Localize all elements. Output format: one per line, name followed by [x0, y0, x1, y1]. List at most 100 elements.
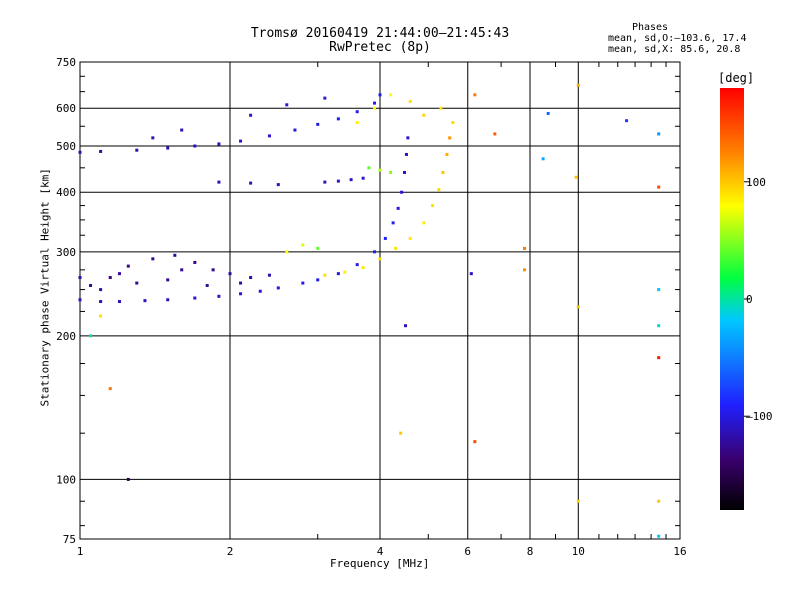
data-point [408, 99, 412, 103]
data-point [657, 324, 661, 328]
data-point [657, 132, 661, 136]
data-point [316, 246, 320, 250]
data-point [249, 181, 253, 185]
data-point [378, 168, 382, 172]
data-point [151, 257, 155, 261]
data-point [249, 276, 253, 280]
colorbar [720, 88, 744, 510]
data-point [151, 136, 155, 140]
data-point [258, 289, 262, 293]
data-point [657, 499, 661, 503]
data-point [211, 268, 215, 272]
data-point [267, 134, 271, 138]
y-tick-label: 400 [56, 186, 76, 199]
data-point [89, 334, 93, 338]
data-point [408, 236, 412, 240]
data-point [373, 250, 377, 254]
data-point [576, 499, 580, 503]
data-point [316, 278, 320, 282]
data-point [285, 103, 289, 107]
colorbar-label: [deg] [718, 71, 754, 85]
data-point [541, 157, 545, 161]
data-point [431, 204, 435, 208]
data-point [657, 534, 661, 538]
phases-heading: Phases [631, 22, 669, 33]
data-point [451, 121, 455, 125]
data-point [394, 246, 398, 250]
data-point [378, 257, 382, 261]
data-point [126, 477, 130, 481]
data-point [301, 243, 305, 247]
data-point [403, 324, 407, 328]
data-point [180, 268, 184, 272]
data-point [249, 113, 253, 117]
y-tick-label: 600 [56, 102, 76, 115]
data-point [108, 276, 112, 280]
data-point [276, 286, 280, 290]
data-point [166, 298, 170, 302]
data-point [193, 144, 197, 148]
data-point [293, 128, 297, 132]
data-point [391, 221, 395, 225]
data-point [276, 183, 280, 187]
data-point [389, 93, 393, 97]
data-point [117, 272, 121, 276]
data-point [546, 111, 550, 115]
data-point [389, 170, 393, 174]
data-point [193, 296, 197, 300]
data-point [473, 440, 477, 444]
data-point [445, 152, 449, 156]
x-tick-label: 16 [673, 545, 686, 558]
series-o-trace-spread [78, 253, 271, 292]
data-point [343, 270, 347, 274]
data-point [422, 113, 426, 117]
data-point [523, 246, 527, 250]
colorbar-tick-label: 100 [746, 176, 766, 189]
data-point [228, 272, 232, 276]
x-axis-label: Frequency [MHz] [330, 557, 430, 570]
data-point [473, 93, 477, 97]
data-point [99, 149, 103, 153]
data-point [323, 96, 327, 100]
data-point [355, 110, 359, 114]
data-point [399, 431, 403, 435]
data-point [373, 106, 377, 110]
data-point [355, 121, 359, 125]
chart-subtitle: RwPretec (8p) [329, 40, 431, 55]
x-tick-label: 2 [227, 545, 234, 558]
data-point [239, 139, 243, 143]
data-point [180, 128, 184, 132]
series-o-trace-middle [217, 176, 365, 187]
data-point [448, 136, 452, 140]
data-point [361, 266, 365, 270]
data-point [441, 170, 445, 174]
data-point [323, 180, 327, 184]
data-point [523, 268, 527, 272]
data-point [404, 152, 408, 156]
data-point [422, 221, 426, 225]
data-point [78, 150, 82, 154]
data-point [239, 281, 243, 285]
colorbar-tick-label: –100 [746, 410, 773, 423]
data-point [383, 236, 387, 240]
data-point [173, 253, 177, 257]
data-point [217, 294, 221, 298]
data-point [135, 148, 139, 152]
data-point [135, 281, 139, 285]
x-tick-label: 8 [527, 545, 534, 558]
data-point [285, 250, 289, 254]
data-point [574, 175, 578, 179]
y-tick-label: 500 [56, 140, 76, 153]
y-tick-label: 200 [56, 330, 76, 343]
data-point [469, 272, 473, 276]
data-point [323, 273, 327, 277]
data-point [267, 273, 271, 277]
phases-stat-x: mean, sd,X: 85.6, 20.8 [608, 44, 741, 55]
data-point [143, 299, 147, 303]
series-x-trace-upper [355, 93, 455, 174]
data-point [396, 206, 400, 210]
data-point [657, 185, 661, 189]
series-o-trace-upper [78, 93, 382, 154]
phases-stat-o: mean, sd,O:–103.6, 17.4 [608, 33, 747, 44]
data-point [126, 264, 130, 268]
